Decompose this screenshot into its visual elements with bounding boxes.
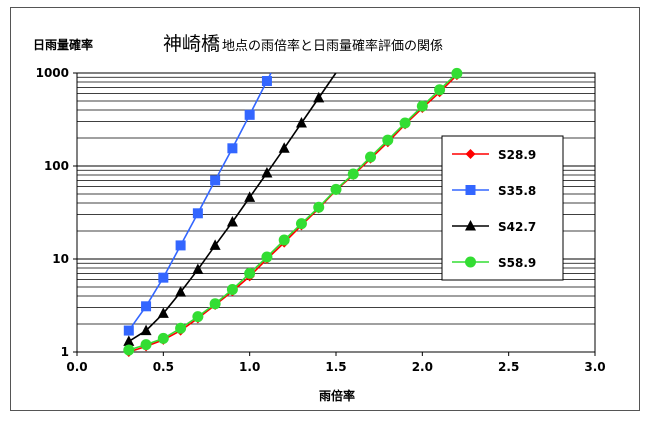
data-point xyxy=(123,344,135,356)
data-point xyxy=(123,335,135,346)
chart-frame: 神崎橋 地点の雨倍率と日雨量確率評価の関係 日雨量確率 雨倍率 1 10 100 10… xyxy=(10,7,640,411)
data-point xyxy=(192,311,204,323)
data-point xyxy=(192,263,204,275)
x-tick-label: 2.0 xyxy=(412,360,433,374)
legend-item: S28.9 xyxy=(452,148,536,162)
data-point xyxy=(157,307,169,318)
x-tick-label: 3.0 xyxy=(584,360,605,374)
data-point xyxy=(209,298,221,310)
y-tick-label: 10 xyxy=(52,252,69,266)
legend-marker xyxy=(465,256,476,268)
legend-label: S58.9 xyxy=(498,256,536,270)
series-2 xyxy=(123,72,337,346)
x-axis-title: 雨倍率 xyxy=(319,388,355,403)
data-point xyxy=(313,201,325,213)
data-point xyxy=(226,215,238,227)
series-line xyxy=(128,74,458,353)
data-point xyxy=(175,240,186,251)
legend-item: S58.9 xyxy=(452,256,536,270)
data-point xyxy=(416,100,428,112)
y-tick-label: 100 xyxy=(44,159,69,173)
data-point xyxy=(295,218,307,230)
y-axis: 1 10 100 1000 xyxy=(36,66,77,359)
data-point xyxy=(209,239,221,250)
series-line-extension xyxy=(318,72,337,99)
legend-label: S35.8 xyxy=(498,184,536,198)
data-point xyxy=(261,76,272,87)
chart-title: 神崎橋 xyxy=(163,33,220,55)
y-tick-label: 1000 xyxy=(36,66,69,80)
data-point xyxy=(244,267,256,279)
data-point xyxy=(434,84,446,96)
data-point xyxy=(365,151,377,163)
legend-item: S35.8 xyxy=(452,184,536,198)
data-point xyxy=(227,143,238,154)
data-point xyxy=(399,117,411,129)
x-tick-label: 0.5 xyxy=(153,360,174,374)
series-line xyxy=(128,72,458,351)
x-tick-label: 1.0 xyxy=(239,360,260,374)
data-point xyxy=(295,116,307,128)
data-point xyxy=(313,91,325,103)
series-0 xyxy=(123,70,462,357)
data-point xyxy=(261,167,273,178)
legend-marker xyxy=(465,149,476,159)
data-point xyxy=(382,134,394,146)
legend: S28.9 S35.8 S42.7 S58.9 xyxy=(441,135,564,281)
data-point xyxy=(140,324,152,336)
x-tick-label: 1.5 xyxy=(325,360,346,374)
data-point xyxy=(278,142,290,153)
series-line xyxy=(128,97,320,343)
data-point xyxy=(244,191,256,202)
legend-marker xyxy=(465,220,476,231)
legend-item: S42.7 xyxy=(452,220,536,234)
y-tick-label: 1 xyxy=(61,345,69,359)
series-1 xyxy=(123,72,272,336)
x-tick-label: 0.0 xyxy=(66,360,87,374)
data-point xyxy=(192,208,203,219)
data-point xyxy=(175,322,187,334)
chart-subtitle: 地点の雨倍率と日雨量確率評価の関係 xyxy=(222,38,443,54)
data-point xyxy=(244,109,255,120)
y-axis-title: 日雨量確率 xyxy=(33,37,93,52)
data-point xyxy=(158,272,169,283)
data-point xyxy=(210,175,221,186)
data-point xyxy=(451,67,463,79)
legend-label: S42.7 xyxy=(498,220,536,234)
legend-label: S28.9 xyxy=(498,148,536,162)
chart: 神崎橋 地点の雨倍率と日雨量確率評価の関係 日雨量確率 雨倍率 1 10 100 10… xyxy=(33,33,606,403)
data-point xyxy=(347,168,359,180)
legend-marker xyxy=(465,185,476,195)
data-point xyxy=(261,251,273,263)
data-point xyxy=(330,183,342,195)
data-point xyxy=(175,286,187,297)
legend-box xyxy=(441,135,564,281)
data-point xyxy=(278,234,290,246)
data-point xyxy=(141,301,152,312)
data-point xyxy=(140,339,152,351)
series-layer xyxy=(123,67,463,357)
data-point xyxy=(226,283,238,295)
x-tick-label: 2.5 xyxy=(498,360,519,374)
series-3 xyxy=(123,67,463,356)
data-point xyxy=(123,325,134,336)
data-point xyxy=(157,332,169,344)
x-axis: 0.0 0.5 1.0 1.5 2.0 2.5 3.0 xyxy=(66,352,606,374)
